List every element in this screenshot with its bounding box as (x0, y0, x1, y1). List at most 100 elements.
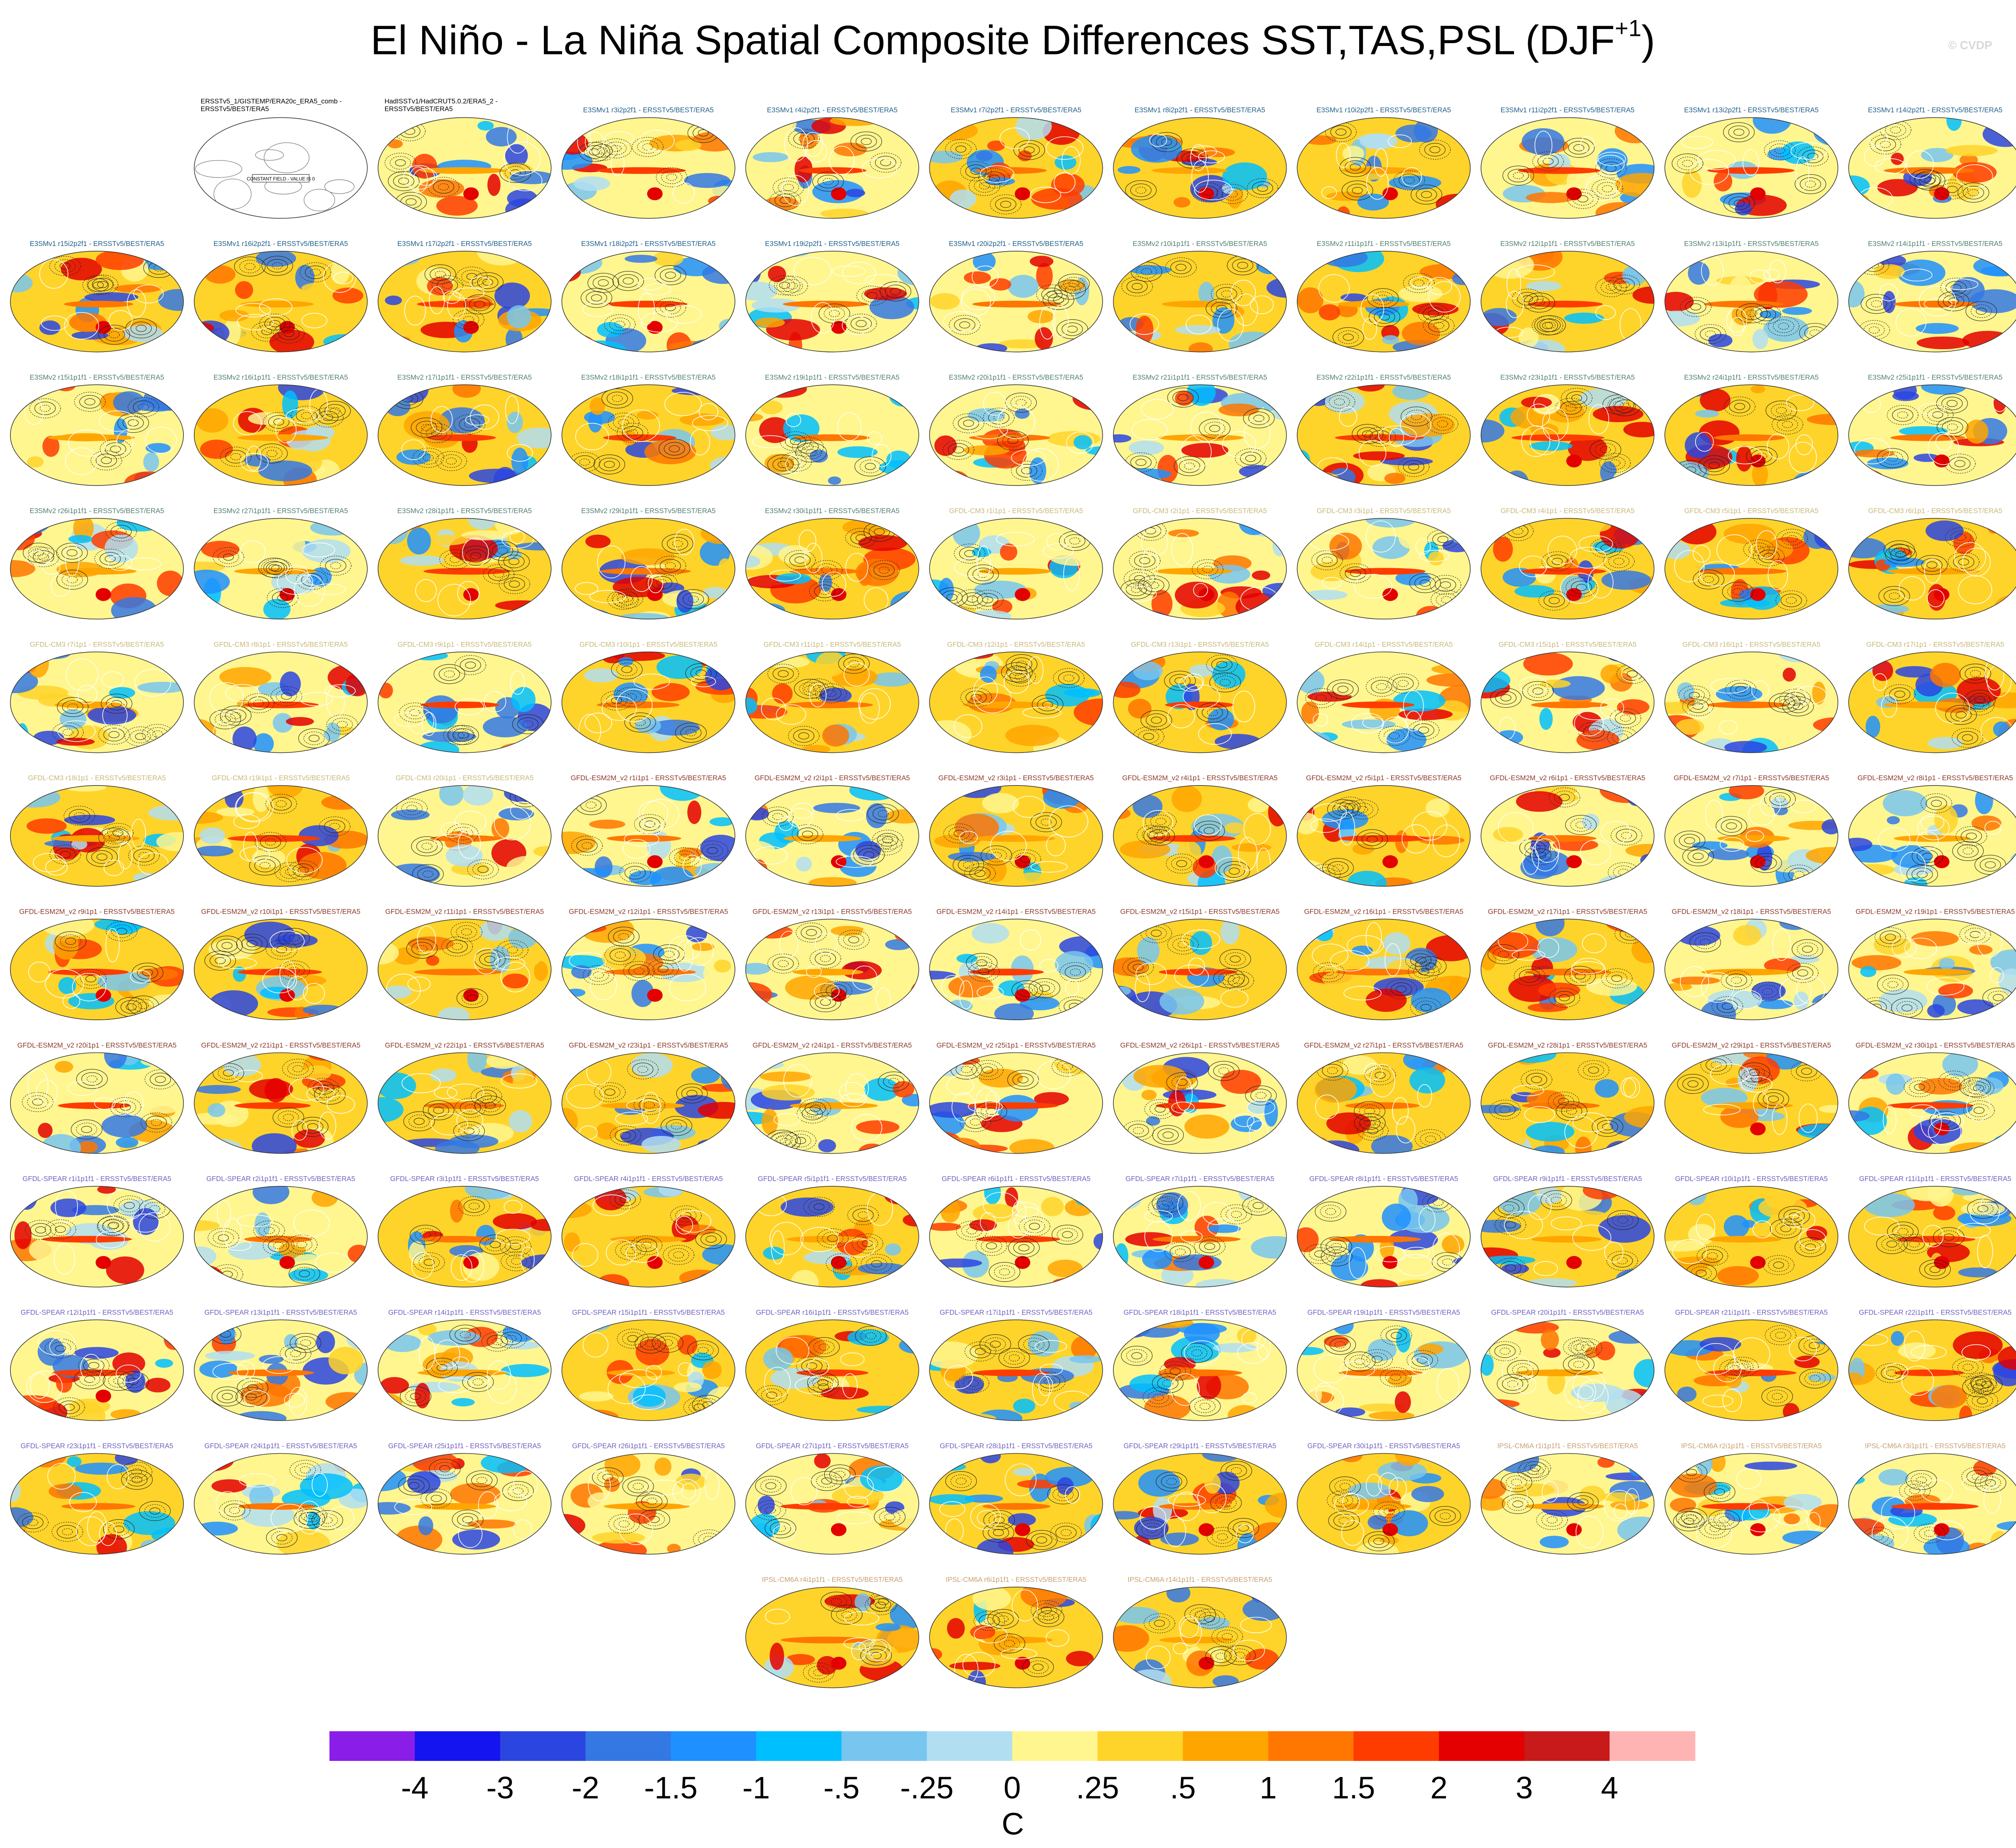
psl-contour (1135, 187, 1146, 194)
map-panel: GFDL-ESM2M_v2 r11i1p1 - ERSSTv5/BEST/ERA… (377, 908, 552, 1021)
map-outline (1848, 785, 2016, 887)
psl-contour (617, 592, 638, 605)
continent-outline (610, 152, 625, 176)
psl-contour (1152, 1125, 1184, 1145)
anomaly-patch (652, 251, 684, 267)
psl-contour (762, 806, 793, 827)
psl-contour (1041, 288, 1063, 301)
psl-contour (799, 682, 821, 696)
continent-outline (285, 408, 319, 423)
psl-contour (779, 281, 790, 289)
map-outline (1664, 117, 1839, 219)
continent-outline (1899, 576, 1926, 601)
panel-title: E3SMv2 r19i1p1f1 - ERSSTv5/BEST/ERA5 (765, 373, 900, 381)
map-outline (1113, 1319, 1287, 1421)
continent-outline (1052, 305, 1068, 338)
psl-contour (824, 306, 845, 321)
anomaly-patch (585, 534, 611, 548)
map-panel: GFDL-ESM2M_v2 r14i1p1 - ERSSTv5/BEST/ERA… (929, 908, 1103, 1021)
psl-contour (1883, 589, 1905, 603)
map-panel: GFDL-SPEAR r17i1p1f1 - ERSSTv5/BEST/ERA5 (929, 1308, 1103, 1421)
anomaly-patch (828, 476, 841, 485)
map-panel: GFDL-ESM2M_v2 r19i1p1 - ERSSTv5/BEST/ERA… (1848, 908, 2016, 1021)
anomaly-patch (1347, 871, 1387, 886)
map (562, 251, 735, 352)
psl-contour (1783, 1209, 1805, 1223)
anomaly-patch (647, 187, 663, 200)
continent-outline (1572, 1369, 1605, 1401)
anomaly-patch (1565, 1210, 1610, 1224)
anomaly-patch (822, 724, 849, 747)
map-panel: GFDL-SPEAR r20i1p1f1 - ERSSTv5/BEST/ERA5 (1481, 1308, 1655, 1421)
psl-contour (993, 414, 1004, 421)
psl-contour (283, 1114, 294, 1121)
map-panel: E3SMv1 r8i2p2f1 - ERSSTv5/BEST/ERA5 (1113, 106, 1287, 219)
anomaly-patch (1131, 173, 1156, 198)
continent-outline (108, 310, 133, 331)
psl-contour (1898, 1234, 1930, 1254)
psl-contour (1028, 1341, 1039, 1348)
anomaly-patch (145, 1377, 171, 1393)
psl-contour (1776, 407, 1787, 414)
psl-contour (1969, 693, 1991, 706)
anomaly-patch (1621, 1269, 1650, 1283)
map (1665, 1320, 1838, 1421)
continent-outline (443, 290, 461, 304)
continent-outline (669, 974, 706, 1002)
psl-contour (680, 1212, 691, 1219)
psl-contour (675, 1208, 697, 1222)
psl-contour (408, 1115, 430, 1128)
anomaly-patch (858, 535, 908, 551)
continent-outline (572, 1243, 598, 1267)
continent-outline (116, 1365, 142, 1383)
anomaly-patch (1729, 785, 1764, 800)
continent-outline (431, 406, 453, 433)
continent-outline (1030, 187, 1061, 203)
map-panel: GFDL-CM3 r10i1p1 - ERSSTv5/BEST/ERA5 (561, 640, 735, 753)
anomaly-patch (252, 1133, 297, 1154)
anomaly-patch (1887, 816, 1900, 825)
psl-contour (1604, 456, 1626, 470)
psl-contour (1729, 196, 1750, 210)
psl-contour (1617, 1217, 1629, 1224)
continent-outline (45, 859, 68, 876)
anomaly-patch (761, 1108, 778, 1135)
continent-outline (1020, 929, 1041, 951)
continent-outline (1193, 583, 1208, 598)
anomaly-patch (1671, 976, 1720, 985)
psl-contour (58, 1400, 80, 1414)
anomaly-patch (972, 547, 991, 557)
anomaly-patch (1402, 322, 1440, 346)
continent-outline (447, 293, 466, 319)
psl-contour (1216, 661, 1227, 668)
continent-outline (1672, 1239, 1707, 1264)
anomaly-patch (318, 1214, 365, 1226)
psl-contour (1943, 294, 1964, 308)
psl-contour (1874, 927, 1906, 947)
anomaly-patch (1213, 1343, 1257, 1353)
psl-contour (1042, 701, 1053, 708)
continent-outline (1014, 1206, 1044, 1234)
map-outline (10, 919, 184, 1021)
anomaly-patch (1928, 737, 1963, 750)
panel-title: E3SMv2 r11i1p1f1 - ERSSTv5/BEST/ERA5 (1317, 240, 1451, 248)
map (1665, 785, 1838, 886)
psl-contour (1728, 125, 1749, 139)
anomaly-patch (408, 936, 454, 951)
continent-outline (285, 565, 309, 584)
anomaly-patch (73, 518, 94, 541)
continent-outline (1516, 1376, 1537, 1394)
psl-contour (314, 1085, 346, 1105)
psl-contour (223, 554, 234, 561)
equatorial-band (64, 300, 133, 308)
continent-outline (1144, 1210, 1173, 1223)
anomaly-patch (1252, 570, 1270, 580)
continent-outline (457, 581, 480, 605)
continent-outline (501, 1073, 537, 1089)
anomaly-patch (1618, 1139, 1654, 1154)
psl-contour (1889, 544, 1910, 557)
continent-outline (237, 314, 274, 330)
anomaly-patch (1133, 794, 1163, 818)
continent-outline (944, 1365, 973, 1390)
psl-contour (667, 537, 688, 551)
